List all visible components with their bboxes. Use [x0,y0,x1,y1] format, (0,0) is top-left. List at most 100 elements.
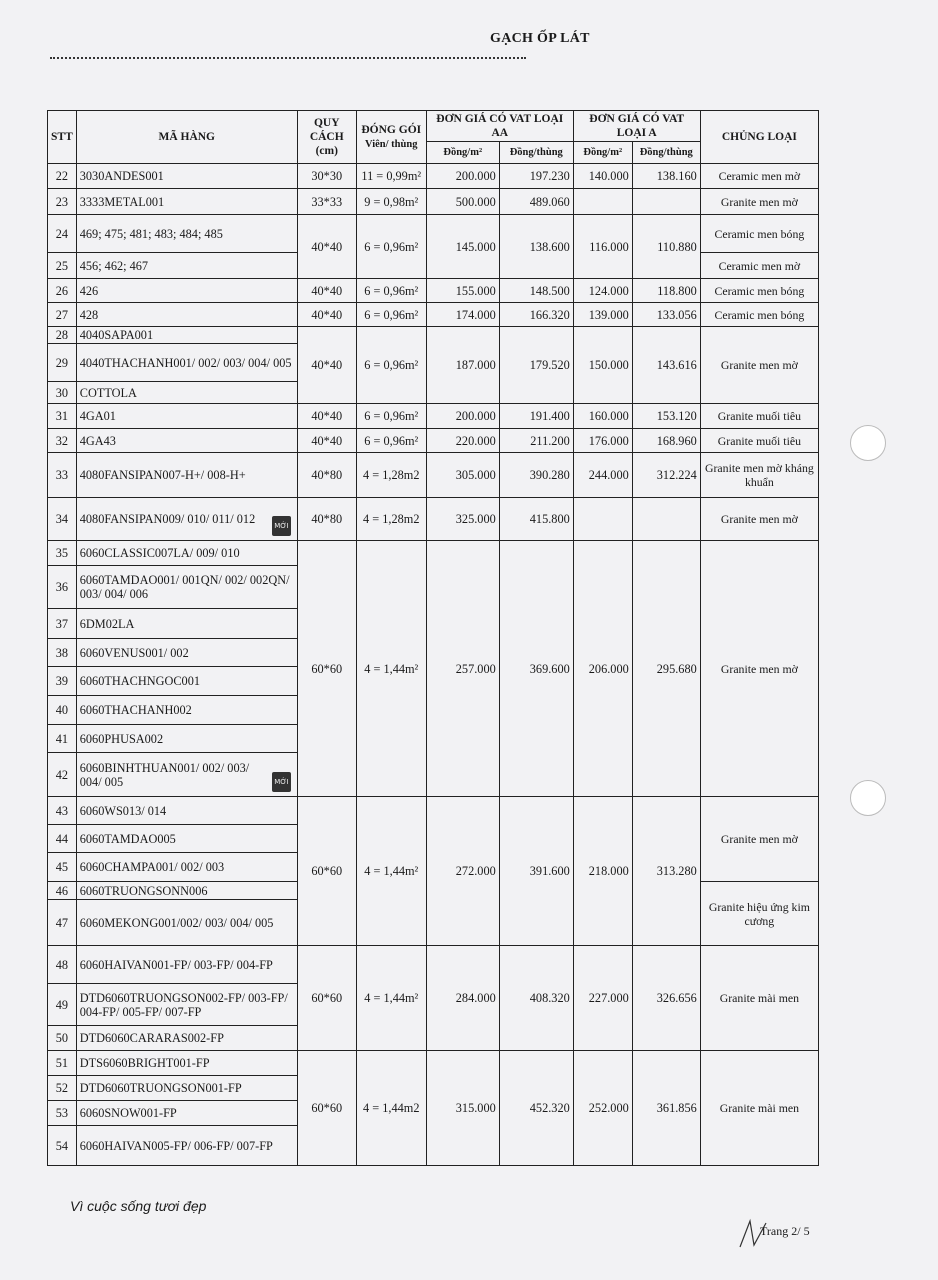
cell-aa-box: 408.320 [498,945,574,1051]
dotted-divider [50,57,526,59]
cell-spec: 40*40 [296,214,357,279]
cell-a-m2: 139.000 [572,302,633,327]
row-code: 6060BINHTHUAN001/ 002/ 003/ 004/ 005 MỚI [75,752,298,797]
cell-spec: 40*40 [296,428,357,453]
table-row: 51 DTS6060BRIGHT001-FP 60*60 4 = 1,44m2 315.… [47,1050,820,1166]
price-table: STT MÃ HÀNG QUY CÁCH (cm) ĐÓNG GÓI Viên/ t… [47,110,820,1166]
row-stt: 40 [47,695,77,725]
cell-a-box: 118.800 [631,278,701,303]
cell-a-box: 153.120 [631,403,701,429]
row-stt: 39 [47,666,77,696]
cell-spec: 40*40 [296,278,357,303]
row-stt: 49 [47,983,77,1026]
cell-pack: 6 = 0,96m² [355,326,427,404]
table-row: 26 426 40*40 6 = 0,96m² 155.000 148.500 124.00… [47,278,820,303]
row-code-text: 6060BINHTHUAN001/ 002/ 003/ 004/ 005 [79,760,250,789]
cell-type: Granite muối tiêu [699,428,820,453]
row-code-text: 6060TAMDAO005 [79,831,176,846]
cell-aa-m2: 187.000 [425,326,500,404]
row-stt: 44 [47,824,77,853]
row-stt: 31 [47,403,77,429]
row-stt: 33 [47,452,77,498]
cell-a-box [631,497,701,541]
table-row: 32 4GA43 40*40 6 = 0,96m² 220.000 211.200 176.… [47,428,820,453]
row-code-text: DTD6060TRUONGSON001-FP [79,1081,242,1095]
table-row: 31 4GA01 40*40 6 = 0,96m² 200.000 191.400 160.… [47,403,820,429]
cell-a-box: 312.224 [631,452,701,498]
row-code: 6060TAMDAO005 [75,824,298,853]
row-code-text: 4080FANSIPAN007-H+/ 008-H+ [79,468,246,482]
cell-a-box [631,188,701,215]
table-row: 47 6060MEKONG001/002/ 003/ 004/ 005 [47,899,819,946]
table-row: 24 469; 475; 481; 483; 484; 485 40*40 6 = 0… [47,214,820,279]
cell-aa-m2: 284.000 [425,945,500,1051]
header-code: MÃ HÀNG [75,110,298,164]
cell-aa-m2: 174.000 [425,302,500,327]
row-stt: 34 [47,497,77,541]
cell-a-m2: 227.000 [572,945,633,1051]
signature-mark [739,1218,767,1248]
table-row: 42 6060BINHTHUAN001/ 002/ 003/ 004/ 005 MỚ… [47,752,819,797]
cell-a-box: 143.616 [631,326,701,404]
row-code: 6060THACHANH002 [75,695,298,725]
cell-spec: 60*60 [296,945,357,1051]
table-row: 40 6060THACHANH002 [47,695,819,725]
row-code: 6060WS013/ 014 [75,796,298,825]
cell-a-m2 [572,497,633,541]
cell-aa-m2: 257.000 [425,540,500,797]
cell-a-m2: 124.000 [572,278,633,303]
row-code-text: 469; 475; 481; 483; 484; 485 [79,226,223,241]
row-code-text: 6060THACHANH002 [79,703,192,717]
table-row: 22 3030ANDES001 30*30 11 = 0,99m² 200.000 197… [47,163,820,189]
cell-type: Ceramic men mờ [699,163,820,189]
table-row: 41 6060PHUSA002 [47,724,819,753]
row-stt: 47 [47,899,77,946]
cell-a-box: 168.960 [631,428,701,453]
row-code-text: 6060HAIVAN005-FP/ 006-FP/ 007-FP [79,1138,273,1153]
cell-aa-box: 148.500 [498,278,574,303]
cell-type: Ceramic men mờ [699,252,820,279]
cell-aa-m2: 145.000 [425,214,500,279]
cell-a-box: 138.160 [631,163,701,189]
cell-a-m2: 206.000 [572,540,633,797]
row-code: 4040SAPA001 [75,326,298,344]
header-pack-label: ĐÓNG GÓI [361,123,422,136]
cell-type: Granite mài men [699,945,820,1051]
cell-pack: 4 = 1,28m2 [355,452,427,498]
row-code-text: 4GA43 [79,433,116,448]
row-code-text: 6060TAMDAO001/ 001QN/ 002/ 002QN/ 003/ 0… [79,573,290,601]
row-code-text: DTD6060CARARAS002-FP [79,1031,224,1045]
table-row: 29 4040THACHANH001/ 002/ 003/ 004/ 005 [47,343,819,382]
table-row: 46 6060TRUONGSONN006 Granite hiệu ứng kim … [47,881,820,946]
row-stt: 46 [47,881,77,900]
cell-a-m2: 116.000 [572,214,633,279]
row-code-text: 3333METAL001 [79,194,165,209]
cell-aa-m2: 200.000 [425,163,500,189]
row-stt: 45 [47,852,77,882]
cell-aa-m2: 200.000 [425,403,500,429]
new-badge: MỚI [272,772,291,792]
row-stt: 27 [47,302,77,327]
cell-aa-m2: 305.000 [425,452,500,498]
row-stt: 52 [47,1075,77,1101]
cell-aa-m2: 272.000 [425,796,500,946]
cell-spec: 60*60 [296,540,357,797]
row-code-text: 6060CLASSIC007LA/ 009/ 010 [79,546,240,560]
table-row: 38 6060VENUS001/ 002 [47,638,819,667]
row-code-text: 456; 462; 467 [79,258,149,273]
header-aa-m2: Đồng/m² [425,141,500,164]
table-row: 44 6060TAMDAO005 [47,824,819,853]
row-code: 6060CLASSIC007LA/ 009/ 010 [75,540,298,566]
row-code: 6060MEKONG001/002/ 003/ 004/ 005 [75,899,298,946]
header-type: CHỦNG LOẠI [699,110,820,164]
row-code-text: 6060VENUS001/ 002 [79,645,189,660]
page-title: GẠCH ỐP LÁT [490,31,590,46]
cell-type: Granite men mờ [699,188,820,215]
row-stt: 54 [47,1125,77,1166]
row-stt: 32 [47,428,77,453]
cell-aa-box: 191.400 [498,403,574,429]
cell-type: Granite men mờ [699,540,820,797]
row-code: DTD6060CARARAS002-FP [75,1025,298,1051]
row-code: DTS6060BRIGHT001-FP [75,1050,298,1076]
header-aa: ĐƠN GIÁ CÓ VAT LOẠI AA [425,110,574,142]
